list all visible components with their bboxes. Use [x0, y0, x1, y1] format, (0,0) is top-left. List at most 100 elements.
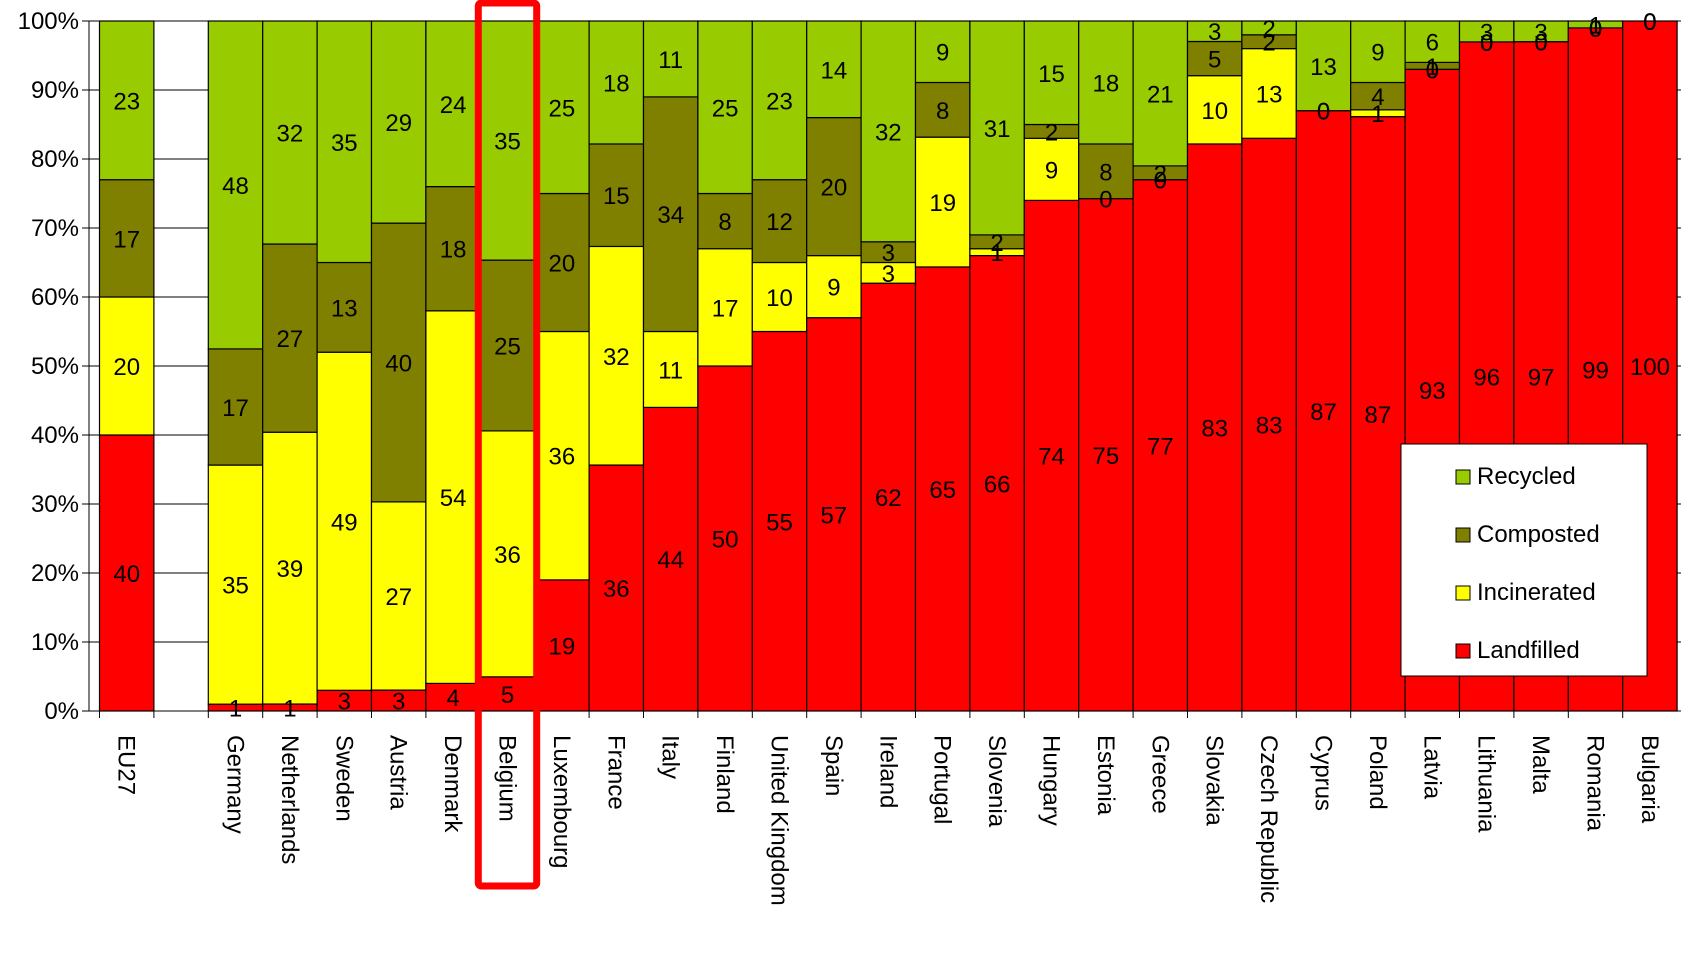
- data-label: 10: [1201, 98, 1228, 125]
- y-tick-label: 20%: [31, 560, 79, 587]
- data-label: 2: [1045, 119, 1058, 146]
- data-label: 83: [1201, 415, 1228, 442]
- data-label: 97: [1528, 364, 1555, 391]
- data-label: 3: [1534, 19, 1547, 46]
- legend-box: [1400, 443, 1648, 677]
- y-tick-label: 90%: [31, 77, 79, 104]
- data-label: 10: [766, 285, 793, 312]
- data-label: 83: [1256, 413, 1283, 440]
- data-label: 25: [712, 95, 739, 122]
- category-labels: EU27 Germany Netherlands Sweden Austria Denma…: [113, 735, 1663, 906]
- data-label: 40: [113, 561, 140, 588]
- y-tick-label: 70%: [31, 215, 79, 242]
- data-label: 20: [549, 251, 576, 278]
- bar-segment-landfilled: [1241, 137, 1297, 712]
- data-label: 54: [440, 485, 467, 512]
- legend-swatch-composted: [1455, 527, 1471, 543]
- category-label: Latvia: [1418, 735, 1445, 800]
- data-label: 14: [821, 57, 848, 84]
- legend-label: Recycled: [1477, 463, 1576, 490]
- bar-segment-incinerated: [98, 296, 155, 436]
- y-tick-label: 80%: [31, 146, 79, 173]
- category-label: Belgium: [494, 735, 521, 822]
- data-label: 6: [1426, 30, 1439, 57]
- data-label: 0: [1154, 168, 1167, 195]
- data-label: 17: [712, 295, 739, 322]
- category-label: Greece: [1146, 735, 1173, 814]
- data-label: 17: [222, 395, 249, 422]
- data-label: 35: [331, 130, 358, 157]
- legend-swatch-incinerated: [1455, 585, 1471, 601]
- data-label: 13: [331, 295, 358, 322]
- data-label: 49: [331, 509, 358, 536]
- bar-segment-recycled: [425, 20, 481, 188]
- data-label: 1: [1426, 54, 1439, 81]
- bar-segment-recycled: [1350, 20, 1406, 84]
- data-label: 13: [1256, 81, 1283, 108]
- data-label: 36: [603, 576, 630, 603]
- y-tick-label: 40%: [31, 422, 79, 449]
- bar-segment-composted: [425, 186, 481, 312]
- category-label: Estonia: [1092, 735, 1119, 816]
- data-label: 1: [990, 240, 1003, 267]
- data-label: 31: [984, 116, 1011, 143]
- data-label: 0: [1426, 57, 1439, 84]
- data-label: 0: [1589, 16, 1602, 43]
- data-label: 11: [658, 47, 683, 74]
- category-label: Germany: [222, 735, 249, 834]
- category-label: Hungary: [1038, 735, 1065, 826]
- data-label: 2: [1262, 16, 1275, 43]
- data-label: 20: [113, 354, 140, 381]
- data-label: 19: [929, 190, 956, 217]
- data-label: 62: [875, 485, 902, 512]
- data-label: 0: [1480, 30, 1493, 57]
- legend-label: Landfilled: [1477, 637, 1580, 664]
- data-label: 21: [1147, 81, 1174, 108]
- y-tick-label: 10%: [31, 629, 79, 656]
- category-label: Poland: [1364, 735, 1391, 810]
- data-label: 0: [1317, 99, 1330, 126]
- data-label: 27: [277, 326, 304, 353]
- bar-segment-composted: [98, 179, 155, 298]
- data-label: 0: [1534, 30, 1547, 57]
- data-label: 87: [1365, 402, 1392, 429]
- data-label: 23: [766, 88, 793, 115]
- bar-segment-recycled: [262, 20, 318, 245]
- data-label: 55: [766, 509, 793, 536]
- category-label: Lithuania: [1473, 735, 1500, 833]
- data-label: 18: [440, 237, 467, 264]
- data-label: 2: [990, 230, 1003, 257]
- category-label: Italy: [657, 735, 684, 779]
- data-label: 3: [1208, 19, 1221, 46]
- data-label: 15: [603, 183, 630, 210]
- data-label: 32: [277, 121, 304, 148]
- category-label: Portugal: [929, 735, 956, 824]
- data-label: 3: [882, 240, 895, 267]
- bar-segment-incinerated: [1241, 47, 1297, 139]
- data-label: 34: [657, 202, 684, 229]
- bar-segment-landfilled: [1132, 179, 1189, 712]
- category-label: Spain: [820, 735, 847, 796]
- bar-segment-recycled: [1132, 20, 1189, 167]
- bar-segment-landfilled: [98, 434, 155, 712]
- data-label: 32: [875, 119, 902, 146]
- data-label: 12: [766, 209, 793, 236]
- data-label: 3: [882, 261, 895, 288]
- category-label: France: [602, 735, 629, 810]
- data-label: 0: [1643, 9, 1656, 36]
- category-label: Ireland: [874, 735, 901, 808]
- data-label: 75: [1093, 443, 1120, 470]
- bar-segment-composted: [697, 192, 753, 250]
- category-label: Finland: [711, 735, 738, 814]
- bar-segment-landfilled: [1295, 110, 1352, 712]
- legend-label: Incinerated: [1477, 579, 1596, 606]
- legend-swatch-recycled: [1455, 469, 1471, 485]
- data-label: 8: [1099, 159, 1112, 186]
- data-label: 0: [1643, 9, 1656, 36]
- data-label: 2: [1154, 161, 1167, 188]
- bar-segment-recycled: [751, 20, 808, 181]
- data-label: 65: [929, 477, 956, 504]
- data-label: 0: [1317, 99, 1330, 126]
- category-label: Luxembourg: [548, 735, 575, 868]
- category-label: Slovakia: [1201, 735, 1228, 826]
